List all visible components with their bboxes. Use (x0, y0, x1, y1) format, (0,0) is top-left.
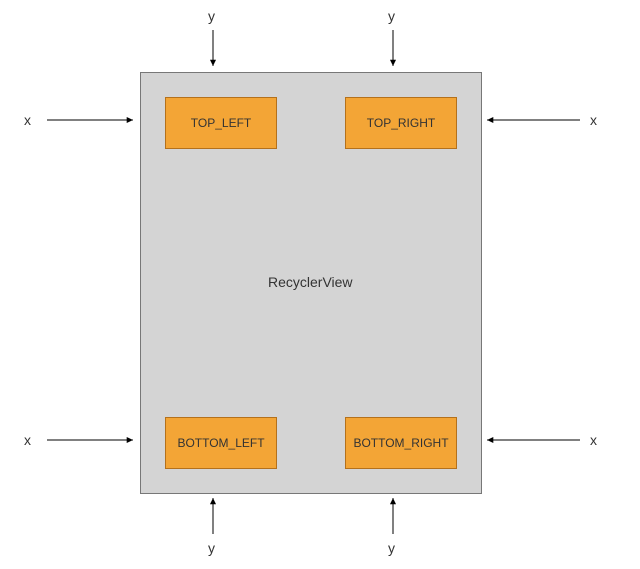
arrow (385, 22, 401, 74)
axis-label: y (388, 8, 395, 24)
axis-label: x (24, 432, 31, 448)
axis-label: y (208, 540, 215, 556)
arrow (205, 490, 221, 542)
corner-box-label: TOP_LEFT (191, 116, 251, 130)
corner-box-label: TOP_RIGHT (367, 116, 435, 130)
container-label: RecyclerView (268, 274, 353, 290)
corner-box-bottom-left: BOTTOM_LEFT (165, 417, 277, 469)
corner-box-label: BOTTOM_LEFT (177, 436, 264, 450)
axis-label: x (590, 432, 597, 448)
axis-label: x (590, 112, 597, 128)
corner-box-label: BOTTOM_RIGHT (353, 436, 448, 450)
axis-label: x (24, 112, 31, 128)
axis-label: y (208, 8, 215, 24)
arrow (39, 112, 141, 128)
arrow (479, 432, 588, 448)
axis-label: y (388, 540, 395, 556)
arrow (385, 490, 401, 542)
arrow (39, 432, 141, 448)
arrow (479, 112, 588, 128)
corner-box-top-right: TOP_RIGHT (345, 97, 457, 149)
corner-box-top-left: TOP_LEFT (165, 97, 277, 149)
corner-box-bottom-right: BOTTOM_RIGHT (345, 417, 457, 469)
arrow (205, 22, 221, 74)
